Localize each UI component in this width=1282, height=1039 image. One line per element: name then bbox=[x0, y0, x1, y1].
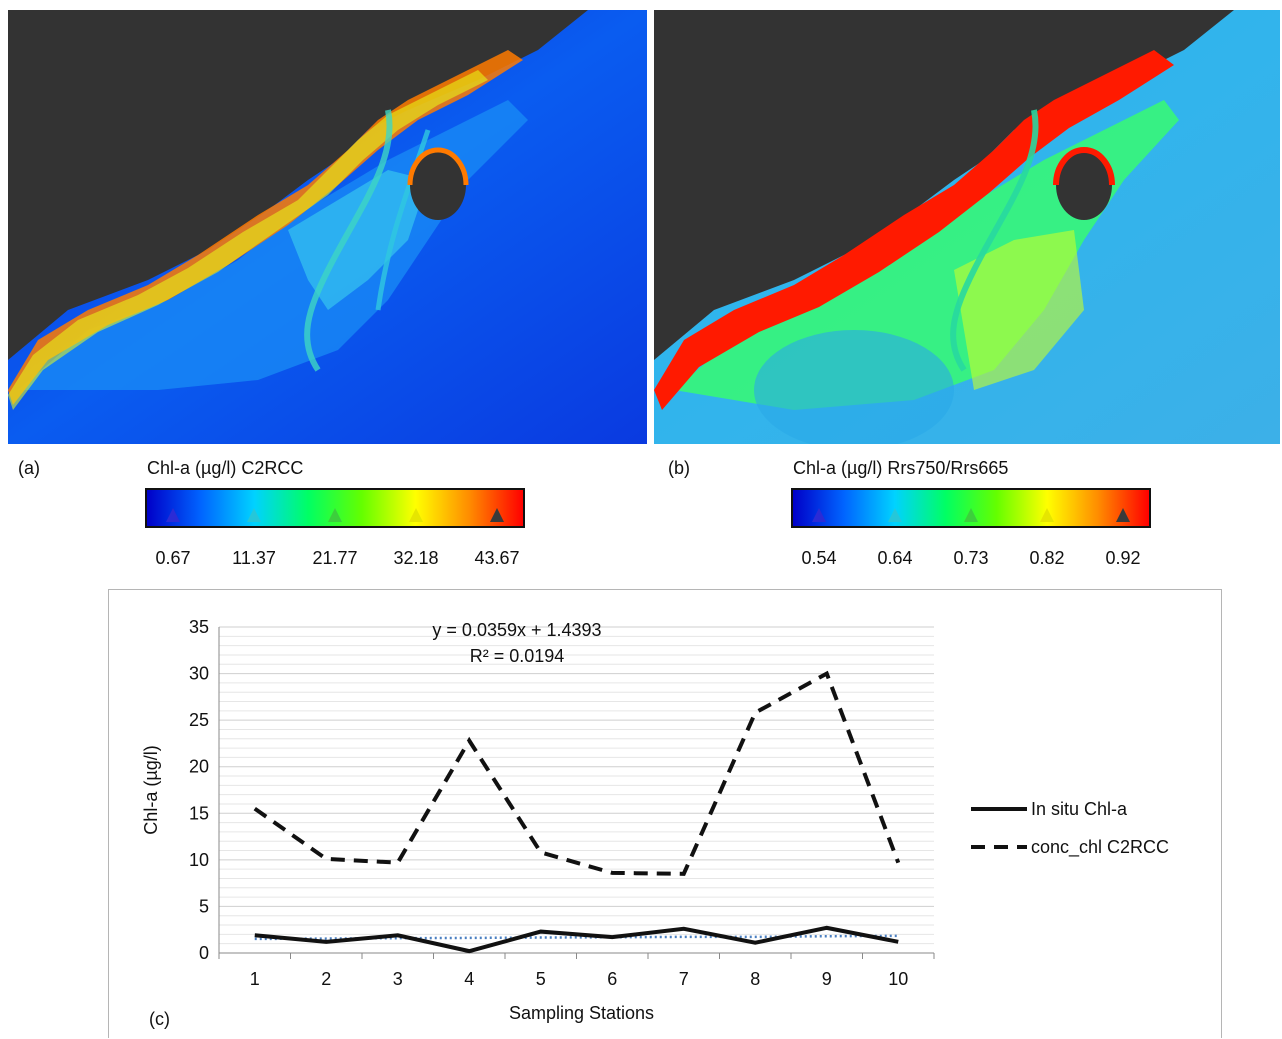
colorbar-a-marker-5 bbox=[490, 508, 504, 522]
trendline-r2: R² = 0.0194 bbox=[470, 646, 565, 666]
y-tick-label: 35 bbox=[189, 617, 209, 637]
x-tick-label: 1 bbox=[250, 969, 260, 989]
map-b-image bbox=[654, 10, 1280, 444]
colorbar-b-tick-label: 0.92 bbox=[1105, 548, 1141, 568]
trendline-equation: y = 0.0359x + 1.4393 bbox=[432, 620, 601, 640]
legend-label-in-situ: In situ Chl-a bbox=[1031, 799, 1128, 819]
y-tick-label: 30 bbox=[189, 664, 209, 684]
colorbar-b-tick-label: 0.54 bbox=[801, 548, 837, 568]
colorbar-b-marker-3 bbox=[964, 508, 978, 522]
colorbar-b-tick-label: 0.64 bbox=[877, 548, 913, 568]
map-panel-b bbox=[654, 10, 1280, 444]
legend-label-c2rcc: conc_chl C2RCC bbox=[1031, 837, 1169, 858]
panel-b-label: (b) bbox=[668, 458, 690, 478]
colorbar-a-tick-label: 32.18 bbox=[393, 548, 439, 568]
colorbar-b-tick-label: 0.73 bbox=[953, 548, 989, 568]
map-a-image bbox=[8, 10, 647, 444]
x-tick-label: 7 bbox=[679, 969, 689, 989]
panel-c-label: (c) bbox=[149, 1009, 170, 1029]
colorbar-a-marker-2 bbox=[247, 508, 261, 522]
y-tick-label: 0 bbox=[199, 943, 209, 963]
colorbar-b-tick-label: 0.82 bbox=[1029, 548, 1065, 568]
map-panel-a bbox=[8, 10, 647, 444]
x-tick-label: 2 bbox=[321, 969, 331, 989]
colorbar-b-marker-2 bbox=[888, 508, 902, 522]
y-tick-label: 10 bbox=[189, 850, 209, 870]
colorbar-a-tick-label: 11.37 bbox=[232, 548, 276, 568]
x-axis-label: Sampling Stations bbox=[509, 1003, 654, 1023]
x-tick-label: 8 bbox=[750, 969, 760, 989]
colorbar-b-marker-4 bbox=[1040, 508, 1054, 522]
colorbar-a-marker-4 bbox=[409, 508, 423, 522]
colorbar-a-tick-label: 43.67 bbox=[474, 548, 520, 568]
x-tick-label: 5 bbox=[536, 969, 546, 989]
series-in-situ-chl-a bbox=[254, 925, 899, 954]
panel-a-label: (a) bbox=[18, 458, 40, 478]
y-axis-label: Chl-a (µg/l) bbox=[141, 745, 161, 834]
colorbar-a-tick-label: 21.77 bbox=[312, 548, 358, 568]
x-tick-label: 4 bbox=[464, 969, 474, 989]
colorbar-b-marker-1 bbox=[812, 508, 826, 522]
colorbar-b-marker-5 bbox=[1116, 508, 1130, 522]
x-tick-label: 10 bbox=[888, 969, 908, 989]
y-tick-label: 25 bbox=[189, 710, 209, 730]
colorbar-a-tick-label: 0.67 bbox=[155, 548, 191, 568]
colorbar-a-marker-1 bbox=[166, 508, 180, 522]
series-conc-chl-c2rcc bbox=[253, 670, 901, 876]
y-tick-label: 20 bbox=[189, 757, 209, 777]
colorbar-a-marker-3 bbox=[328, 508, 342, 522]
chart-c-frame: 0 5 10 15 20 25 30 35 1 2 3 4 5 6 7 8 9 10 Sampling Statio… bbox=[108, 589, 1222, 1038]
chart-c: 0 5 10 15 20 25 30 35 1 2 3 4 5 6 7 8 9 10 Sampling Statio… bbox=[141, 617, 1169, 1029]
colorbar-a-title: Chl-a (µg/l) C2RCC bbox=[147, 458, 304, 478]
x-tick-label: 3 bbox=[393, 969, 403, 989]
colorbar-b-title: Chl-a (µg/l) Rrs750/Rrs665 bbox=[793, 458, 1009, 478]
x-tick-label: 9 bbox=[822, 969, 832, 989]
y-tick-label: 15 bbox=[189, 803, 209, 823]
x-tick-label: 6 bbox=[607, 969, 617, 989]
y-tick-label: 5 bbox=[199, 896, 209, 916]
